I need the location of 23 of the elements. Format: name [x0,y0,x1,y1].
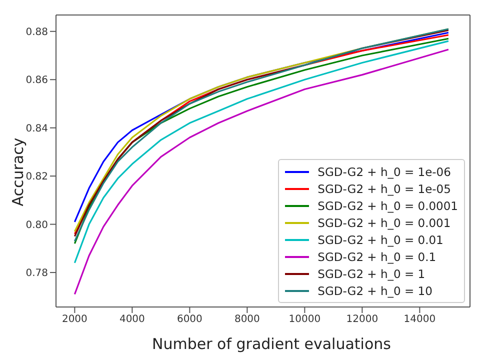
legend-label: SGD-G2 + h_0 = 1e-05 [318,182,451,196]
legend-label: SGD-G2 + h_0 = 0.0001 [318,198,458,212]
legend-label: SGD-G2 + h_0 = 0.1 [318,250,436,264]
y-tick-label: 0.78 [26,268,48,280]
legend-label: SGD-G2 + h_0 = 1e-06 [318,164,451,178]
x-tick-label: 8000 [234,314,260,326]
y-tick-label: 0.84 [26,123,48,134]
x-tick-label: 14000 [404,314,436,326]
x-tick-label: 6000 [176,314,202,326]
x-tick-label: 12000 [346,314,378,326]
y-tick-label: 0.80 [26,220,48,231]
y-tick-label: 0.86 [26,75,48,86]
legend-label: SGD-G2 + h_0 = 0.001 [318,216,451,230]
legend-label: SGD-G2 + h_0 = 0.01 [318,232,444,246]
x-tick-label: 10000 [288,314,321,326]
x-tick-label: 4000 [119,314,145,326]
x-tick-label: 2000 [62,314,88,326]
x-axis-title: Number of gradient evaluations [151,335,392,353]
y-tick-label: 0.82 [26,172,48,183]
legend-label: SGD-G2 + h_0 = 1 [318,266,426,280]
y-axis-title: Accuracy [9,136,27,208]
legend-label: SGD-G2 + h_0 = 10 [318,284,432,298]
y-tick-label: 0.88 [26,26,48,38]
